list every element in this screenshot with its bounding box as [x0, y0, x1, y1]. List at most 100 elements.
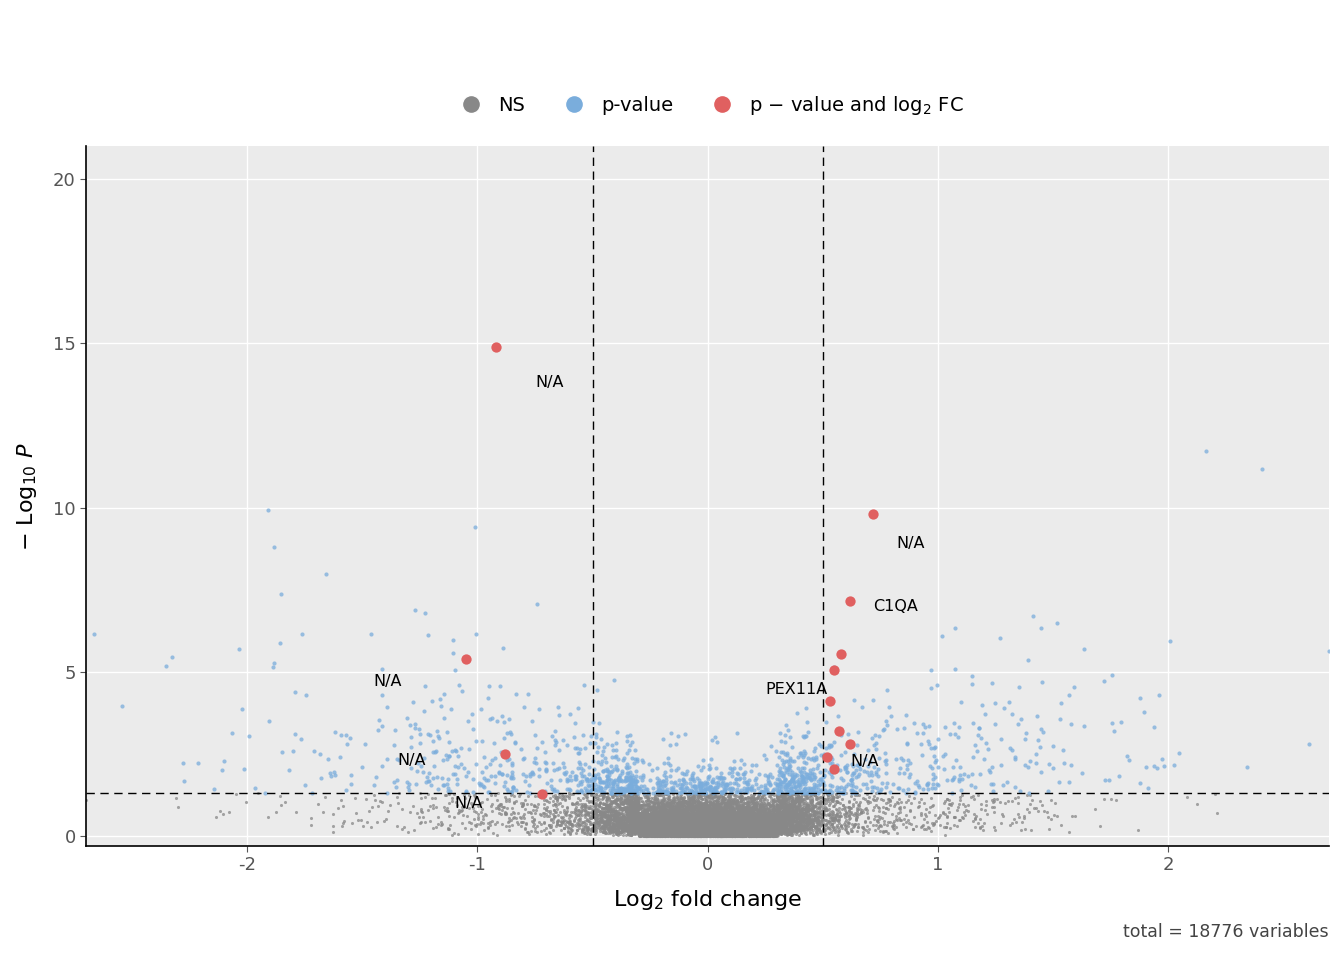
- Point: [617, 789, 638, 804]
- Point: [446, 777, 468, 792]
- Point: [676, 799, 698, 814]
- Point: [696, 819, 718, 834]
- Point: [650, 828, 672, 843]
- Point: [684, 798, 706, 813]
- Point: [891, 812, 913, 828]
- Point: [661, 826, 683, 841]
- Point: [652, 798, 673, 813]
- Point: [683, 813, 704, 828]
- Point: [657, 816, 679, 831]
- Point: [771, 786, 793, 802]
- Point: [668, 824, 689, 839]
- Point: [552, 790, 574, 805]
- Point: [672, 793, 694, 808]
- Point: [696, 824, 718, 839]
- Point: [775, 817, 797, 832]
- Point: [763, 810, 785, 826]
- Point: [731, 803, 753, 818]
- Point: [601, 785, 622, 801]
- Point: [1047, 808, 1068, 824]
- Point: [683, 825, 704, 840]
- Point: [711, 787, 732, 803]
- Point: [767, 809, 789, 825]
- Point: [723, 822, 745, 837]
- Point: [628, 799, 649, 814]
- Point: [710, 812, 731, 828]
- Point: [715, 799, 737, 814]
- Point: [730, 826, 751, 841]
- Point: [644, 826, 665, 841]
- Point: [655, 819, 676, 834]
- Point: [655, 827, 676, 842]
- Point: [720, 819, 742, 834]
- Point: [710, 828, 731, 843]
- Point: [655, 821, 676, 836]
- Point: [677, 824, 699, 839]
- Point: [750, 822, 771, 837]
- Point: [593, 807, 614, 823]
- Point: [720, 811, 742, 827]
- Point: [728, 803, 750, 818]
- Point: [696, 825, 718, 840]
- Point: [712, 823, 734, 838]
- Point: [687, 809, 708, 825]
- Point: [655, 810, 676, 826]
- Point: [763, 805, 785, 821]
- Point: [669, 804, 691, 820]
- Point: [648, 818, 669, 833]
- Point: [720, 824, 742, 839]
- Point: [672, 810, 694, 826]
- Point: [731, 817, 753, 832]
- Point: [726, 818, 747, 833]
- Point: [663, 815, 684, 830]
- Point: [723, 828, 745, 843]
- Point: [684, 826, 706, 841]
- Point: [732, 821, 754, 836]
- Point: [737, 827, 758, 842]
- Point: [730, 815, 751, 830]
- Point: [750, 807, 771, 823]
- Point: [706, 828, 727, 843]
- Point: [603, 793, 625, 808]
- Point: [726, 828, 747, 844]
- Point: [595, 808, 617, 824]
- Point: [641, 828, 663, 843]
- Point: [454, 821, 476, 836]
- Point: [698, 823, 719, 838]
- Point: [711, 827, 732, 842]
- Point: [700, 824, 722, 839]
- Point: [751, 819, 773, 834]
- Point: [745, 809, 766, 825]
- Point: [723, 822, 745, 837]
- Point: [634, 827, 656, 842]
- Point: [673, 822, 695, 837]
- Point: [661, 827, 683, 842]
- Point: [628, 826, 649, 841]
- Point: [720, 825, 742, 840]
- Point: [747, 819, 769, 834]
- Point: [687, 825, 708, 840]
- Point: [726, 827, 747, 842]
- Point: [659, 825, 680, 840]
- Point: [681, 804, 703, 820]
- Point: [657, 828, 679, 843]
- Point: [660, 826, 681, 841]
- Point: [726, 809, 747, 825]
- Point: [728, 823, 750, 838]
- Point: [749, 804, 770, 819]
- Point: [704, 823, 726, 838]
- Point: [657, 819, 679, 834]
- Point: [746, 800, 767, 815]
- Point: [722, 806, 743, 822]
- Point: [773, 810, 794, 826]
- Point: [435, 788, 457, 804]
- Point: [501, 757, 523, 773]
- Point: [650, 825, 672, 840]
- Point: [730, 813, 751, 828]
- Point: [798, 813, 820, 828]
- Point: [672, 826, 694, 841]
- Point: [577, 786, 598, 802]
- Point: [660, 826, 681, 841]
- Point: [818, 807, 840, 823]
- Point: [663, 781, 684, 797]
